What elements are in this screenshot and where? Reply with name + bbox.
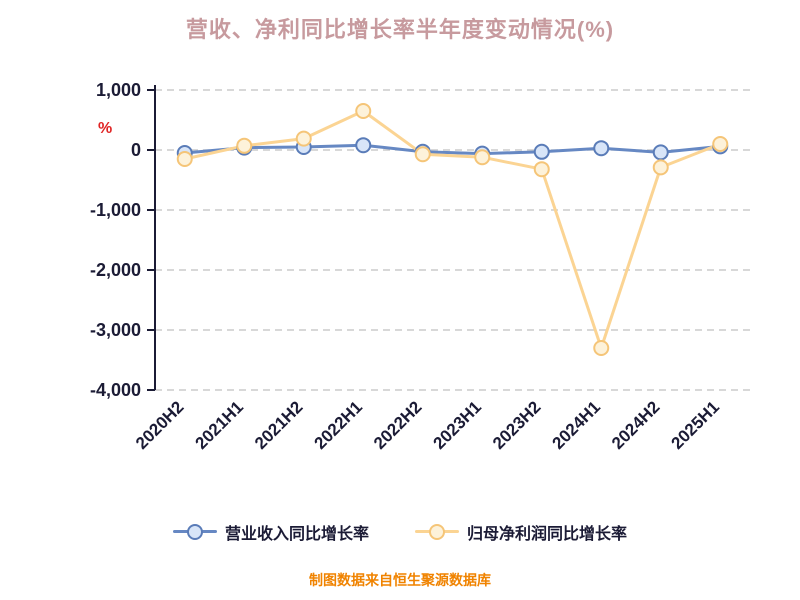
legend-label-net-profit: 归母净利润同比增长率	[467, 526, 628, 543]
revenue-legend-marker-icon	[172, 524, 217, 540]
chart-title: 营收、净利同比增长率半年度变动情况(%)	[185, 17, 615, 42]
legend-item-net-profit[interactable]: 归母净利润同比增长率	[415, 520, 627, 544]
svg-text:2025H1: 2025H1	[668, 397, 724, 453]
svg-text:2021H2: 2021H2	[251, 397, 307, 453]
svg-text:2022H1: 2022H1	[311, 397, 367, 453]
svg-text:2023H1: 2023H1	[430, 397, 486, 453]
svg-text:2024H1: 2024H1	[549, 397, 605, 453]
svg-text:0: 0	[131, 140, 141, 160]
svg-text:-1,000: -1,000	[90, 200, 141, 220]
svg-text:1,000: 1,000	[96, 80, 141, 100]
net-profit-legend-marker-icon	[415, 524, 459, 540]
svg-text:2020H2: 2020H2	[132, 397, 188, 453]
svg-text:-2,000: -2,000	[90, 260, 141, 280]
legend-item-revenue[interactable]: 营业收入同比增长率	[172, 520, 369, 544]
y-axis-unit-label: %	[98, 120, 113, 137]
svg-text:2024H2: 2024H2	[608, 397, 664, 453]
svg-text:2021H1: 2021H1	[192, 397, 248, 453]
data-source-note: 制图数据来自恒生聚源数据库	[309, 572, 491, 588]
legend-label-revenue: 营业收入同比增长率	[224, 526, 369, 543]
svg-text:-3,000: -3,000	[90, 320, 141, 340]
chart-legend: 营业收入同比增长率 归母净利润同比增长率	[0, 520, 800, 544]
svg-text:-4,000: -4,000	[90, 380, 141, 400]
svg-text:2023H2: 2023H2	[489, 397, 545, 453]
svg-text:2022H2: 2022H2	[370, 397, 426, 453]
